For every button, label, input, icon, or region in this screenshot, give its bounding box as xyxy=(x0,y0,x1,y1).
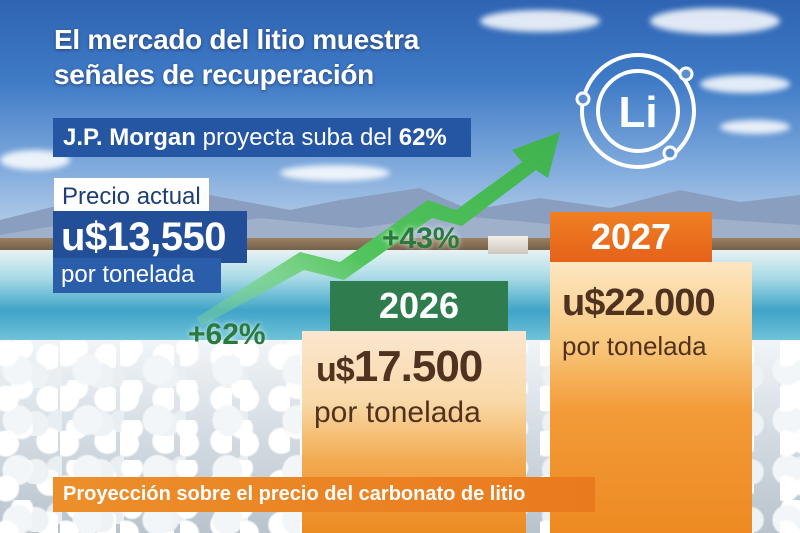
footer-caption: Proyección sobre el precio del carbonato… xyxy=(53,477,595,512)
current-price-unit: por tonelada xyxy=(53,258,221,293)
headline-line-2: señales de recuperación xyxy=(54,59,374,90)
plant-building xyxy=(488,236,528,254)
cloud xyxy=(720,120,790,134)
price-value: 17.500 xyxy=(353,342,484,391)
cloud xyxy=(650,8,780,34)
headline-line-1: El mercado del litio muestra xyxy=(54,24,420,55)
cloud xyxy=(0,150,70,170)
year-2027-tab: 2027 xyxy=(550,212,712,262)
subtitle-percent: 62% xyxy=(398,124,447,151)
cloud xyxy=(480,10,600,32)
projection-value-2026: u$17.500 xyxy=(316,341,484,396)
subtitle-text: proyecta suba del xyxy=(195,124,399,151)
projection-unit-2027: por tonelada xyxy=(562,331,707,361)
source-name: J.P. Morgan xyxy=(63,124,196,151)
growth-percent-second: +43% xyxy=(382,222,460,255)
element-symbol: Li xyxy=(618,88,657,137)
current-price-value: u$13,550 xyxy=(53,211,247,263)
currency-symbol: u$ xyxy=(316,351,355,389)
current-price-label: Precio actual xyxy=(54,178,209,216)
currency-symbol: u$ xyxy=(562,282,605,324)
cloud xyxy=(700,75,790,93)
projection-value-2027: u$22.000 xyxy=(562,280,716,326)
projection-unit-2026: por tonelada xyxy=(314,396,481,429)
growth-percent-first: +62% xyxy=(188,318,266,351)
subtitle-banner: J.P. Morgan proyecta suba del 62% xyxy=(53,118,471,157)
year-2026-tab: 2026 xyxy=(330,281,508,331)
price-value: 22.000 xyxy=(604,282,715,324)
headline: El mercado del litio muestra señales de … xyxy=(54,22,419,92)
cloud xyxy=(280,165,390,181)
lithium-atom-icon: Li xyxy=(575,53,696,169)
